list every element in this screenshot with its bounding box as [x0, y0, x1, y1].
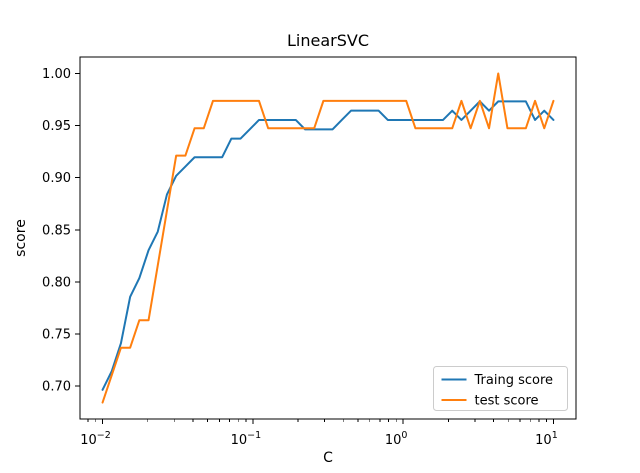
x-axis-label: C	[323, 450, 333, 466]
legend-entry-label: Traing score	[474, 373, 554, 388]
y-tick-label: 1.00	[42, 67, 71, 82]
x-tick-label: 100	[385, 430, 408, 448]
test-score-line	[101, 72, 555, 404]
x-tick-label: 10−1	[231, 430, 262, 448]
y-tick-label: 0.75	[42, 327, 71, 342]
x-tick-label: 101	[535, 430, 558, 448]
legend-box	[433, 366, 568, 411]
y-tick-label: 0.80	[42, 275, 71, 290]
y-tick-label: 0.95	[42, 119, 71, 134]
legend-entry-label: test score	[475, 394, 539, 409]
y-axis-label: score	[13, 219, 29, 257]
x-tick-label: 10−2	[80, 430, 111, 448]
y-tick-label: 0.85	[42, 223, 71, 238]
axes-frame	[79, 56, 577, 420]
y-tick-label: 0.70	[42, 380, 71, 395]
y-tick-label: 0.90	[42, 171, 71, 186]
chart-title: LinearSVC	[287, 31, 369, 50]
